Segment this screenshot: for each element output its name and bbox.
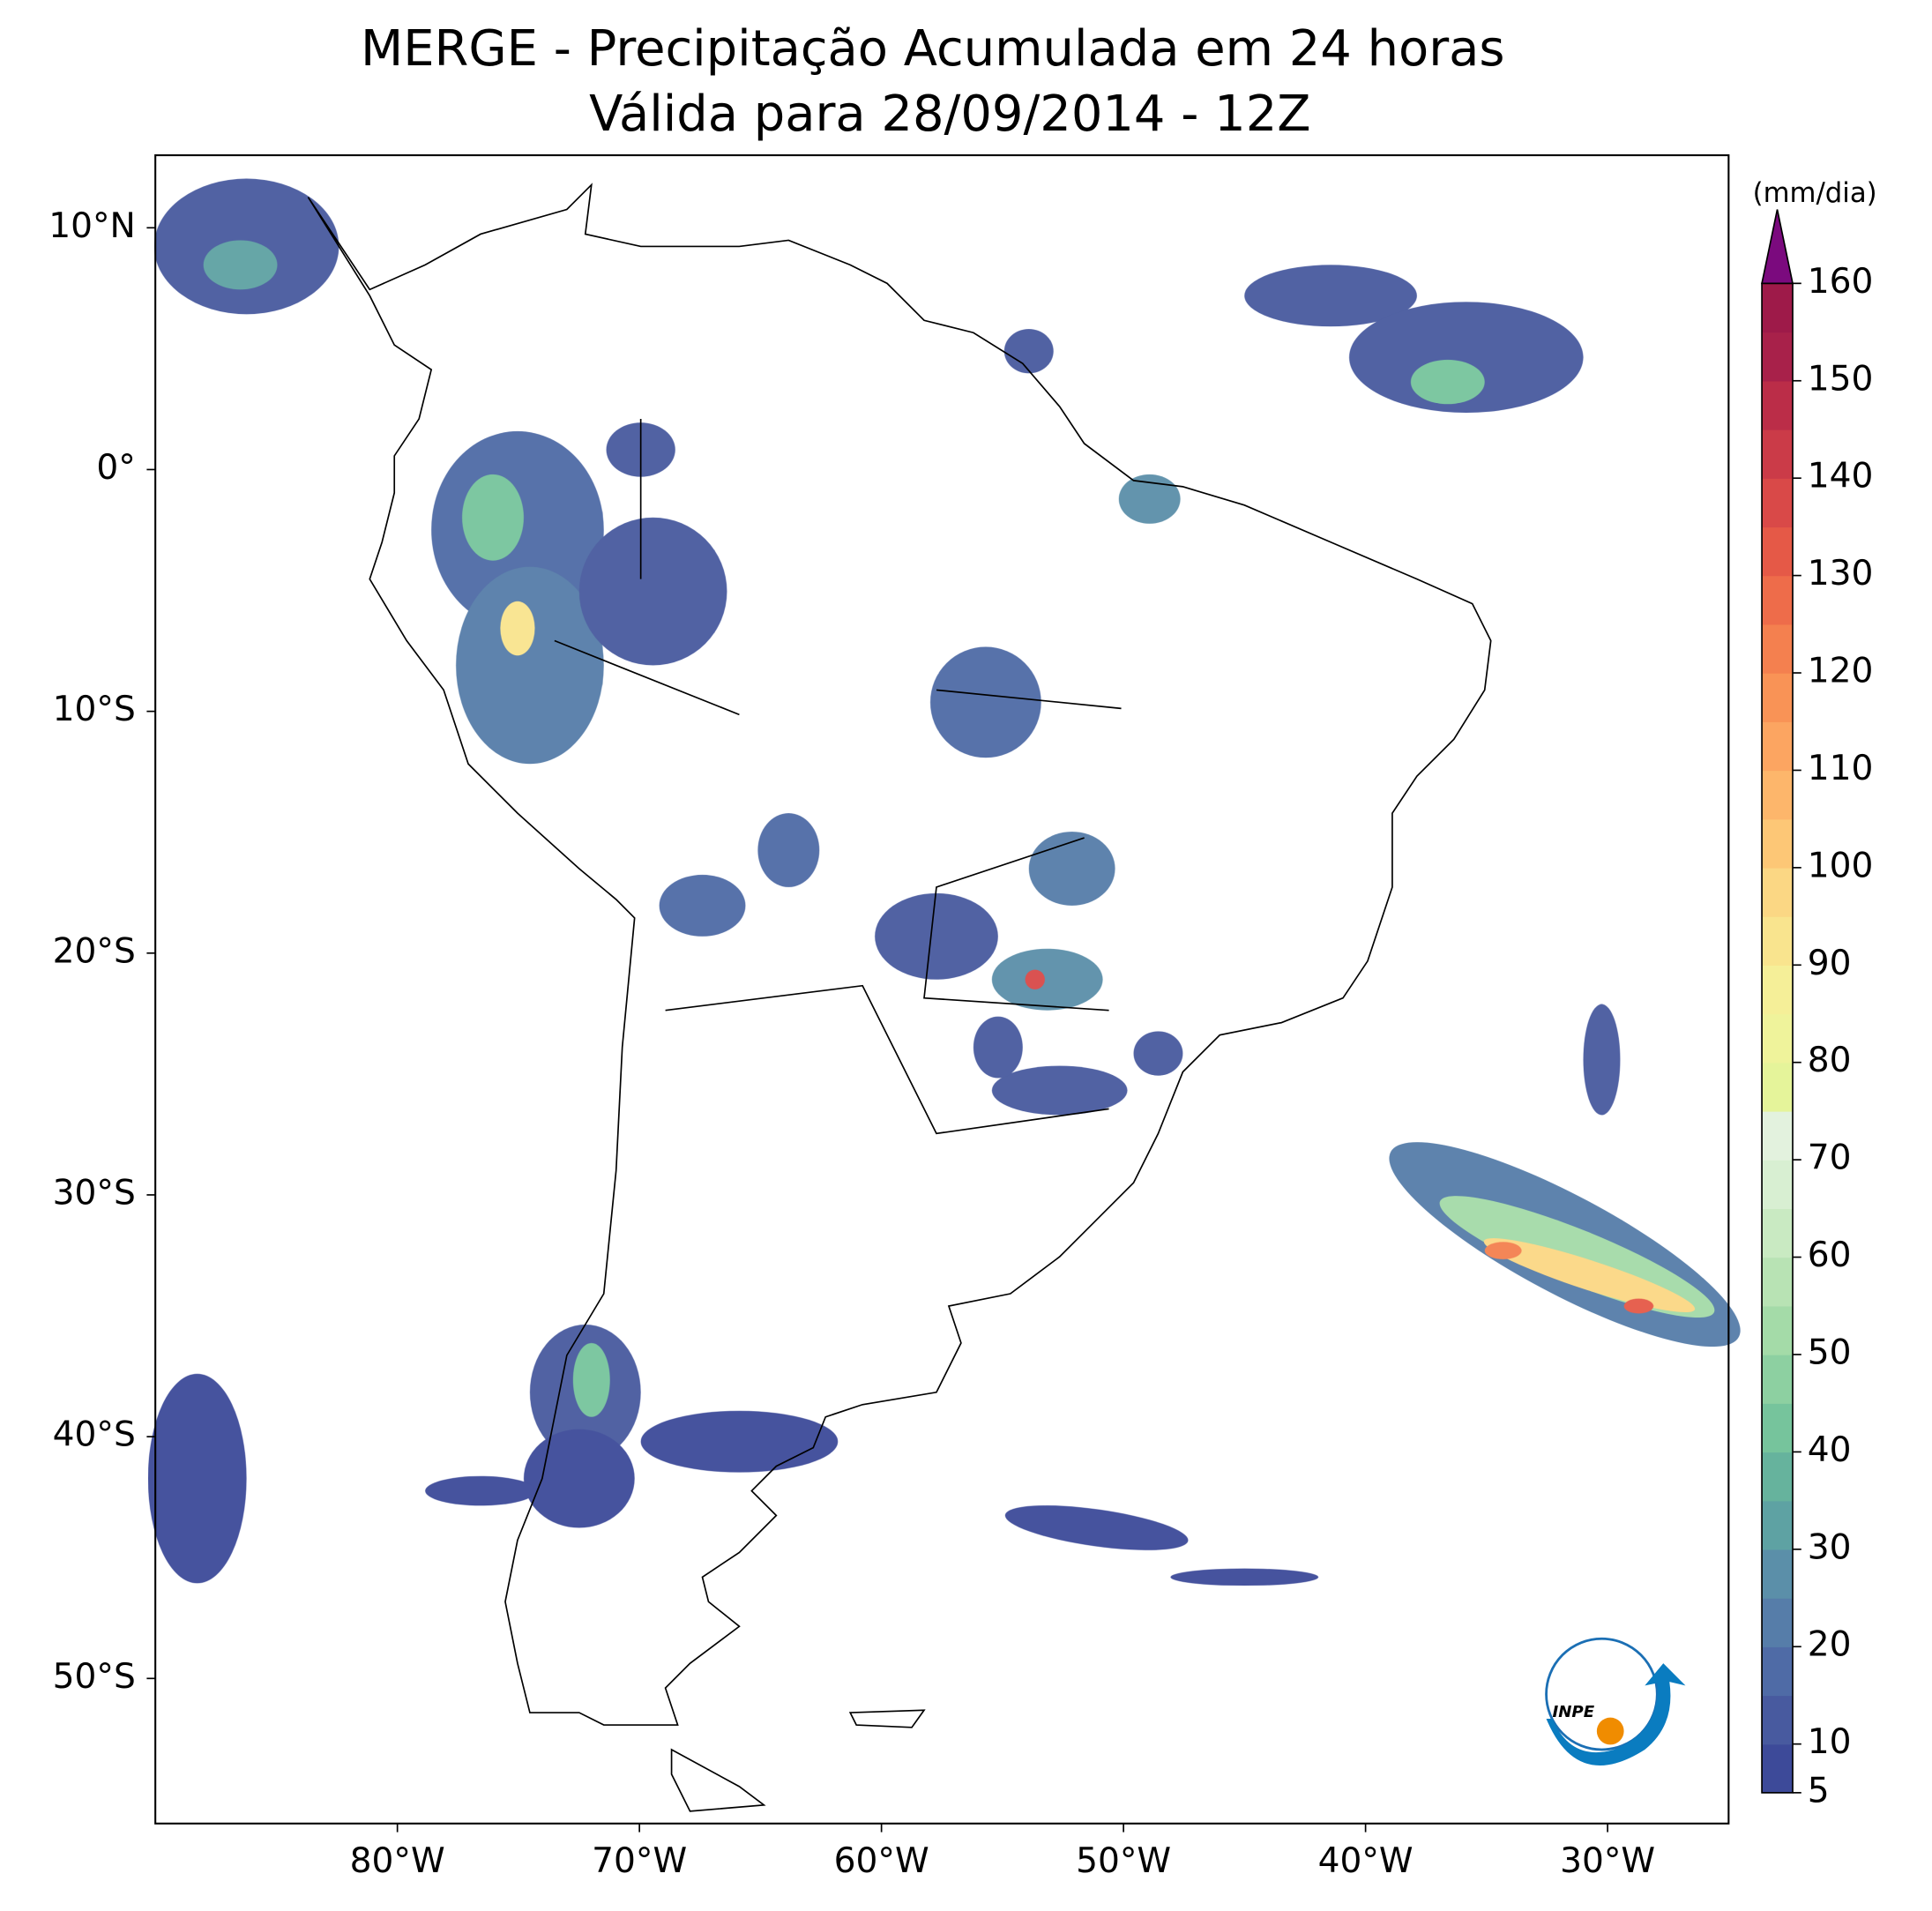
map-frame xyxy=(154,153,1730,1825)
colorbar-tick-label: 5 xyxy=(1808,1771,1830,1810)
colorbar-tick-label: 30 xyxy=(1808,1527,1852,1567)
colorbar-band xyxy=(1762,429,1793,479)
colorbar-band xyxy=(1762,1743,1793,1794)
colorbar-band xyxy=(1762,1646,1793,1697)
colorbar-tick-label: 10 xyxy=(1808,1722,1852,1762)
y-tick-label: 10°N xyxy=(48,206,136,246)
coastline xyxy=(307,183,1492,1812)
x-tick-label: 60°W xyxy=(834,1841,929,1881)
colorbar-frame xyxy=(1761,282,1794,1794)
y-tick-label: 50°S xyxy=(53,1657,136,1697)
colorbar-tick-label: 70 xyxy=(1808,1138,1852,1178)
colorbar-band xyxy=(1762,965,1793,1015)
y-tick-label: 20°S xyxy=(53,931,136,971)
colorbar-band xyxy=(1762,818,1793,869)
x-tick-label: 40°W xyxy=(1318,1841,1414,1881)
colorbar-band xyxy=(1762,1013,1793,1064)
colorbar-band xyxy=(1762,1160,1793,1210)
colorbar-band xyxy=(1762,673,1793,722)
colorbar-tick-label: 100 xyxy=(1808,846,1874,885)
colorbar-band xyxy=(1762,770,1793,820)
colorbar-band xyxy=(1762,575,1793,625)
colorbar-band xyxy=(1762,1549,1793,1599)
x-tick-label: 80°W xyxy=(350,1841,445,1881)
colorbar-tick-label: 90 xyxy=(1808,944,1852,983)
colorbar-tick-label: 160 xyxy=(1808,262,1874,302)
colorbar-band xyxy=(1762,332,1793,382)
colorbar-tick-label: 60 xyxy=(1808,1235,1852,1275)
logo: INPE xyxy=(1545,1637,1686,1765)
colorbar-band xyxy=(1762,526,1793,577)
colorbar-band xyxy=(1762,1354,1793,1404)
x-tick-label: 70°W xyxy=(592,1841,687,1881)
colorbar-tick-label: 140 xyxy=(1808,457,1874,496)
colorbar-band xyxy=(1762,478,1793,528)
colorbar-band xyxy=(1762,380,1793,430)
colorbar-tick-label: 20 xyxy=(1808,1625,1852,1665)
y-tick-label: 0° xyxy=(96,448,135,488)
colorbar-band xyxy=(1762,1062,1793,1112)
colorbar-band xyxy=(1762,623,1793,674)
colorbar-extend xyxy=(1761,209,1794,285)
y-tick-label: 40°S xyxy=(53,1415,136,1455)
colorbar-band xyxy=(1762,721,1793,772)
colorbar-band xyxy=(1762,1110,1793,1161)
colorbar-band xyxy=(1762,1598,1793,1647)
colorbar-band xyxy=(1762,283,1793,333)
colorbar-band xyxy=(1762,1403,1793,1453)
colorbar-label: (mm/dia) xyxy=(1753,177,1877,209)
y-tick-label: 30°S xyxy=(53,1173,136,1213)
colorbar-tick-label: 150 xyxy=(1808,359,1874,399)
colorbar-band xyxy=(1762,1305,1793,1355)
colorbar-tick-label: 50 xyxy=(1808,1332,1852,1372)
title: MERGE - Precipitação Acumulada em 24 hor… xyxy=(361,20,1505,78)
y-tick-label: 10°S xyxy=(53,690,136,729)
colorbar-band xyxy=(1762,1695,1793,1745)
colorbar-band xyxy=(1762,1208,1793,1258)
x-tick-label: 50°W xyxy=(1076,1841,1171,1881)
colorbar-band xyxy=(1762,867,1793,917)
subtitle: Válida para 28/09/2014 - 12Z xyxy=(589,86,1310,143)
colorbar-tick-label: 40 xyxy=(1808,1430,1852,1470)
colorbar-tick-label: 80 xyxy=(1808,1041,1852,1080)
x-tick-label: 30°W xyxy=(1560,1841,1655,1881)
colorbar-band xyxy=(1762,1452,1793,1502)
colorbar-band xyxy=(1762,916,1793,966)
colorbar-band xyxy=(1762,1257,1793,1307)
precipitation xyxy=(147,178,1741,1586)
colorbar-tick-label: 130 xyxy=(1808,554,1874,593)
colorbar-tick-label: 110 xyxy=(1808,749,1874,788)
colorbar-band xyxy=(1762,1500,1793,1550)
colorbar-tick-label: 120 xyxy=(1808,652,1874,691)
logo-text: INPE xyxy=(1552,1703,1594,1721)
